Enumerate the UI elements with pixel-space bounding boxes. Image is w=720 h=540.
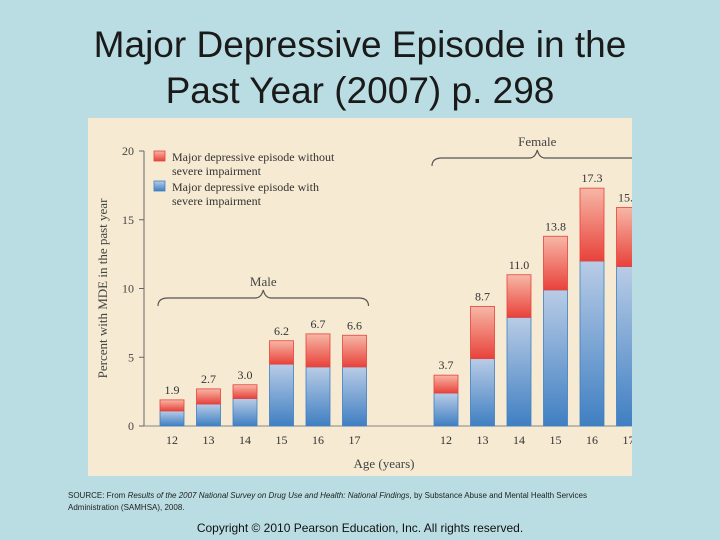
- data-label: 8.7: [475, 289, 490, 303]
- bar-nonsevere-male-16: [305, 333, 331, 368]
- x-tick-label: 16: [312, 433, 324, 447]
- data-label: 3.7: [439, 358, 454, 372]
- slide-title-line-1: Major Depressive Episode in the: [93, 24, 627, 65]
- bar-nonsevere-male-14: [232, 384, 258, 399]
- x-tick-label: 15: [276, 433, 288, 447]
- bar-severe-male-17: [342, 366, 367, 427]
- bar-severe-female-12: [433, 392, 459, 427]
- y-tick-label: 15: [122, 213, 134, 227]
- group-label: Female: [518, 134, 556, 149]
- source-suffix: , by Substance Abuse and Mental Health S…: [409, 491, 587, 500]
- chart: 0 5 10 15 20 Percent with MDE in the past yea…: [88, 118, 644, 476]
- y-tick-label: 5: [128, 350, 134, 364]
- data-label: 15.9: [618, 190, 632, 204]
- bar-severe-male-13: [196, 403, 221, 427]
- data-label: 1.9: [165, 383, 180, 397]
- source-line-2: Administration (SAMHSA), 2008.: [68, 503, 185, 512]
- bar-nonsevere-male-13: [196, 388, 221, 405]
- source-note: SOURCE: From Results of the 2007 Nationa…: [68, 490, 668, 514]
- bar-severe-male-12: [159, 410, 185, 427]
- x-tick-label: 14: [239, 433, 251, 447]
- bar-nonsevere-female-17: [616, 206, 641, 267]
- legend-entry: Major depressive episode with severe impa…: [172, 180, 319, 208]
- data-label: 3.0: [238, 368, 253, 382]
- group-label: Male: [250, 274, 277, 289]
- x-tick-label: 13: [203, 433, 215, 447]
- source-prefix: SOURCE: From: [68, 491, 128, 500]
- x-tick-label: 16: [586, 433, 598, 447]
- y-axis-label: Percent with MDE in the past year: [95, 198, 110, 378]
- legend-swatch: [153, 150, 166, 162]
- bar-nonsevere-male-17: [342, 334, 367, 368]
- bar-severe-female-14: [506, 316, 532, 427]
- y-tick-label: 0: [128, 419, 134, 433]
- slide-title: Major Depressive Episode in the Past Yea…: [0, 22, 720, 114]
- bar-severe-female-13: [470, 358, 495, 427]
- data-label: 6.2: [274, 324, 289, 338]
- copyright: Copyright © 2010 Pearson Education, Inc.…: [196, 521, 524, 535]
- bar-nonsevere-female-15: [543, 235, 568, 291]
- source-title: Results of the 2007 National Survey on D…: [127, 491, 410, 500]
- bar-severe-male-16: [305, 366, 331, 427]
- data-label: 13.8: [545, 219, 566, 233]
- x-axis-label: Age (years): [354, 456, 415, 471]
- bar-severe-male-15: [269, 363, 294, 427]
- bar-severe-female-16: [579, 260, 605, 427]
- x-tick-label: 14: [513, 433, 525, 447]
- x-tick-label: 12: [440, 433, 452, 447]
- data-label: 6.6: [347, 318, 362, 332]
- slide-title-line-2: Past Year (2007) p. 298: [165, 70, 555, 111]
- chart-svg: 0 5 10 15 20 Percent with MDE in the past yea…: [88, 118, 644, 476]
- bar-nonsevere-female-16: [579, 187, 605, 262]
- legend-entry: Major depressive episode without severe i…: [172, 150, 335, 178]
- x-tick-label: 12: [166, 433, 178, 447]
- x-tick-label: 17: [623, 433, 633, 447]
- bar-nonsevere-male-15: [269, 340, 294, 365]
- bar-severe-female-15: [543, 289, 568, 427]
- x-tick-label: 13: [477, 433, 489, 447]
- data-label: 11.0: [509, 258, 530, 272]
- data-label: 2.7: [201, 372, 216, 386]
- x-tick-label: 15: [550, 433, 562, 447]
- bar-nonsevere-female-12: [433, 374, 459, 394]
- legend-swatch: [153, 180, 166, 192]
- bar-nonsevere-female-14: [506, 274, 532, 318]
- bar-nonsevere-female-13: [470, 305, 495, 360]
- bar-severe-female-17: [616, 266, 641, 427]
- group-brace-0: [157, 289, 370, 307]
- bar-severe-male-14: [232, 398, 258, 427]
- data-label: 17.3: [582, 171, 603, 185]
- data-label: 6.7: [311, 317, 326, 331]
- y-tick-label: 20: [122, 144, 134, 158]
- bar-nonsevere-male-12: [159, 399, 185, 412]
- y-tick-label: 10: [122, 282, 134, 296]
- x-tick-label: 17: [349, 433, 361, 447]
